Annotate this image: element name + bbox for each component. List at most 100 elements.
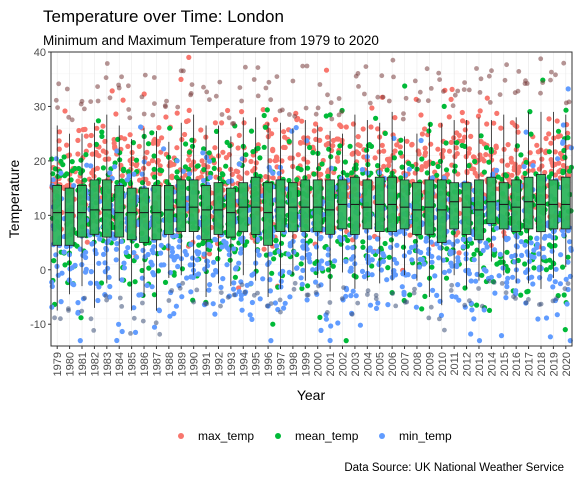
outlier-point <box>538 90 543 96</box>
outlier-point <box>266 79 272 85</box>
point-min_temp <box>327 337 333 344</box>
outlier-point <box>177 285 183 291</box>
point-max_temp <box>343 124 349 130</box>
point-mean_temp <box>250 149 256 155</box>
point-min_temp <box>196 234 202 240</box>
outlier-point <box>336 96 342 101</box>
point-mean_temp <box>248 128 255 134</box>
boxplot-2018 <box>536 111 546 289</box>
outlier-point <box>305 292 311 298</box>
outlier-point <box>188 91 194 96</box>
point-min_temp <box>131 171 137 177</box>
outlier-point <box>512 90 518 96</box>
point-mean_temp <box>500 259 506 265</box>
point-max_temp <box>381 163 387 169</box>
point-min_temp <box>528 240 534 246</box>
point-min_temp <box>314 266 320 272</box>
point-min_temp <box>483 240 489 246</box>
outlier-point <box>437 316 442 322</box>
outlier-point <box>562 286 568 292</box>
point-max_temp <box>516 164 523 170</box>
point-max_temp <box>163 114 169 120</box>
point-mean_temp <box>407 292 413 298</box>
point-min_temp <box>546 276 553 282</box>
outlier-point <box>401 111 406 116</box>
outlier-point <box>428 304 434 310</box>
outlier-point <box>412 78 418 84</box>
point-min_temp <box>206 158 213 164</box>
point-min_temp <box>224 262 230 268</box>
point-max_temp <box>483 152 489 158</box>
point-min_temp <box>505 275 511 281</box>
point-min_temp <box>424 235 430 241</box>
outlier-point <box>268 301 274 306</box>
x-tick-label: 2006 <box>387 352 399 376</box>
x-tick-label: 2017 <box>524 352 536 376</box>
point-min_temp <box>391 135 397 141</box>
outlier-point <box>163 104 168 110</box>
point-min_temp <box>161 262 167 268</box>
point-min_temp <box>171 311 177 317</box>
x-tick-label: 2001 <box>325 352 337 376</box>
point-max_temp <box>174 145 180 151</box>
boxplot-1993 <box>225 136 236 287</box>
point-max_temp <box>145 180 151 186</box>
point-min_temp <box>547 233 553 239</box>
point-min_temp <box>260 276 266 282</box>
outlier-point <box>140 318 146 324</box>
x-tick-label: 1982 <box>89 352 101 376</box>
boxplot-2007 <box>399 136 410 276</box>
outlier-point <box>237 85 243 90</box>
point-min_temp <box>304 246 310 252</box>
point-max_temp <box>428 141 434 147</box>
point-min_temp <box>324 260 330 267</box>
boxplot-1982 <box>89 122 100 308</box>
point-min_temp <box>428 239 434 245</box>
outlier-point <box>325 92 330 98</box>
point-min_temp <box>406 166 412 172</box>
box-iqr <box>201 184 211 241</box>
point-max_temp <box>514 123 520 130</box>
point-min_temp <box>114 337 120 344</box>
point-max_temp <box>554 118 560 124</box>
point-min_temp <box>131 305 137 311</box>
point-max_temp <box>419 164 425 170</box>
point-max_temp <box>462 127 468 133</box>
point-mean_temp <box>344 172 350 178</box>
outlier-point <box>131 315 137 321</box>
point-min_temp <box>494 225 500 231</box>
point-mean_temp <box>82 177 88 183</box>
point-mean_temp <box>560 264 566 270</box>
point-min_temp <box>132 329 139 335</box>
point-max_temp <box>252 165 258 171</box>
outlier-point <box>563 100 569 106</box>
point-mean_temp <box>391 155 397 161</box>
point-min_temp <box>49 304 55 310</box>
point-max_temp <box>270 148 276 154</box>
point-min_temp <box>541 235 548 241</box>
point-mean_temp <box>51 258 57 264</box>
boxplot-1981 <box>77 133 87 287</box>
outlier-point <box>548 77 553 83</box>
point-min_temp <box>332 258 338 264</box>
outlier-point <box>549 69 554 75</box>
point-max_temp <box>111 140 117 146</box>
point-min_temp <box>503 295 509 301</box>
point-min_temp <box>267 167 273 173</box>
point-mean_temp <box>167 125 173 131</box>
point-mean_temp <box>330 263 336 269</box>
outlier-point <box>79 98 85 104</box>
x-tick-label: 1989 <box>176 352 188 376</box>
point-min_temp <box>564 301 570 307</box>
outlier-point <box>175 104 181 110</box>
outlier-point <box>504 62 509 68</box>
point-mean_temp <box>486 159 492 165</box>
point-min_temp <box>267 251 273 257</box>
x-tick-label: 2002 <box>338 352 350 376</box>
point-min_temp <box>281 305 287 311</box>
point-min_temp <box>417 282 423 288</box>
point-min_temp <box>210 272 216 278</box>
point-min_temp <box>151 324 158 330</box>
point-min_temp <box>121 260 127 266</box>
point-max_temp <box>499 158 505 164</box>
